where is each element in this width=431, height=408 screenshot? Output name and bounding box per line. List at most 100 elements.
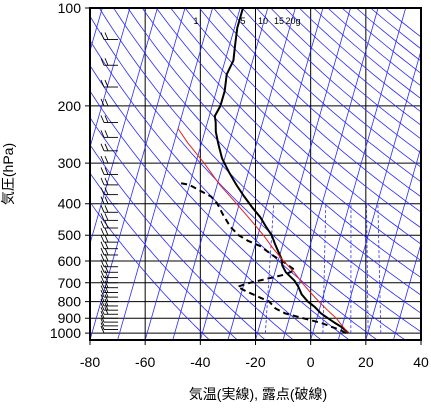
mixing-ratio-label: 15: [274, 16, 284, 26]
isotherm-line: [90, 8, 186, 340]
wind-barb: [100, 302, 118, 311]
y-tick-label: 800: [58, 294, 82, 310]
wind-barb: [100, 318, 118, 327]
isotherm-line: [90, 8, 131, 149]
dry-adiabat-line: [90, 15, 406, 340]
isotherm-line: [117, 8, 213, 340]
dry-adiabat-line: [298, 8, 421, 113]
y-axis-label: 気圧(hPa): [0, 143, 16, 205]
wind-barb: [100, 213, 118, 221]
wind-barb: [100, 187, 118, 196]
dry-adiabat-line: [90, 39, 378, 340]
wind-barb: [100, 196, 118, 205]
x-tick-label: 0: [307, 354, 315, 370]
isotherm-line: [199, 8, 296, 340]
dewpoint-line: [178, 181, 347, 334]
y-tick-label: 200: [58, 98, 82, 114]
x-tick-label: -40: [190, 354, 210, 370]
dry-adiabat-line: [213, 8, 421, 198]
dry-adiabat-line: [90, 90, 322, 340]
y-tick-label: 700: [58, 275, 82, 291]
dry-adiabat-line: [327, 8, 421, 87]
wind-barb: [100, 79, 118, 88]
y-tick-label: 100: [58, 0, 82, 16]
temperature-line: [213, 8, 350, 334]
wind-barb: [100, 143, 118, 152]
dry-adiabat-line: [113, 8, 421, 314]
mixing-ratio-line: [322, 203, 327, 334]
wind-barb: [100, 270, 118, 279]
mixing-ratio-line: [264, 203, 275, 334]
y-tick-label: 900: [58, 310, 82, 326]
parcel-line: [177, 128, 349, 334]
dry-adiabat-line: [98, 8, 421, 333]
isotherm-line: [172, 8, 269, 340]
wind-barb: [100, 58, 118, 66]
dry-adiabat-line: [156, 8, 421, 262]
wind-barb: [100, 130, 118, 138]
mixing-ratio-label: 1: [193, 16, 198, 26]
y-tick-label: 400: [58, 196, 82, 212]
wind-barb: [100, 294, 118, 303]
wind-barbs: [100, 32, 118, 334]
dry-adiabat-line: [127, 8, 421, 296]
dry-adiabat-line: [170, 8, 421, 245]
isotherm-line: [90, 8, 103, 53]
wind-barb: [100, 314, 118, 323]
x-tick-label: -60: [135, 354, 155, 370]
wind-barb: [100, 228, 118, 236]
wind-barb: [100, 98, 118, 107]
isotherm-line: [255, 8, 351, 340]
isotherm-line: [420, 338, 421, 340]
wind-barb: [100, 205, 118, 213]
x-tick-label: 20: [358, 354, 374, 370]
isotherm-line: [337, 49, 421, 340]
wind-barb: [100, 311, 118, 319]
dry-adiabat-line: [90, 64, 350, 340]
isotherm-line: [393, 242, 421, 340]
wind-barb: [100, 220, 118, 229]
y-tick-label: 1000: [50, 325, 81, 341]
x-tick-label: -20: [245, 354, 265, 370]
wind-barb: [100, 234, 118, 243]
wind-barb: [100, 325, 118, 334]
wind-barb: [100, 241, 118, 250]
dry-adiabat-line: [227, 8, 421, 183]
dry-adiabat-line: [90, 172, 238, 340]
axis-ticks: 1 5 10 15 20g1002003004005006007008009001000…: [50, 0, 429, 370]
dry-adiabat-line: [90, 144, 266, 340]
dry-adiabat-line: [256, 8, 421, 154]
mixing-ratio-label: 10: [258, 16, 268, 26]
wind-barb: [100, 322, 118, 330]
wind-barb: [100, 289, 118, 298]
wind-barb: [100, 155, 118, 164]
wind-barb: [100, 167, 118, 175]
wind-barb: [100, 32, 118, 40]
mixing-ratio-label: 5: [240, 16, 245, 26]
x-tick-label: -80: [80, 354, 100, 370]
isotherm-line: [310, 8, 407, 340]
mixing-ratio-line: [377, 203, 382, 334]
y-tick-label: 300: [58, 155, 82, 171]
dry-adiabat-line: [184, 8, 421, 229]
y-tick-label: 500: [58, 227, 82, 243]
wind-barb: [100, 280, 118, 289]
wind-barb: [100, 298, 118, 307]
background-grid: [90, 8, 421, 340]
wind-barb: [100, 275, 118, 284]
dry-adiabat-line: [90, 201, 210, 340]
mixing-ratio-label: 20g: [285, 16, 300, 26]
isotherm-line: [144, 8, 241, 340]
wind-barb: [100, 285, 118, 293]
dry-adiabat-line: [241, 8, 421, 168]
series-layer: [177, 8, 350, 334]
x-axis-label: 気温(実線), 露点(破線): [189, 386, 327, 402]
dry-adiabat-line: [198, 8, 421, 213]
x-tick-label: 40: [413, 354, 429, 370]
dry-adiabat-line: [341, 8, 421, 74]
y-tick-label: 600: [58, 253, 82, 269]
dry-adiabat-line: [141, 8, 421, 279]
wind-barb: [100, 307, 118, 315]
